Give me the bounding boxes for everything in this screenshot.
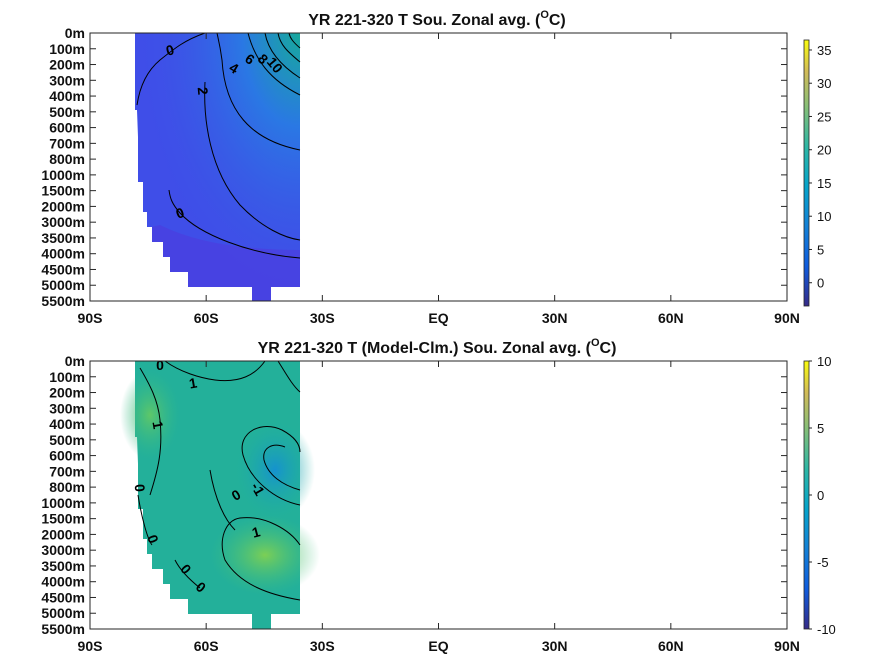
panel2-contours <box>137 360 301 601</box>
x-tick-label: 30N <box>542 310 568 326</box>
x-tick-label: 30N <box>542 638 568 654</box>
colorbar-tick-label: -5 <box>817 555 829 570</box>
x-tick-label: 60S <box>194 638 219 654</box>
panel1-colorbar: 35 30 25 20 15 10 5 0 <box>803 39 831 307</box>
panel2-contour-label: 0 <box>132 483 149 492</box>
panel2-contour-label: 1 <box>188 374 199 391</box>
y-tick-label: 700m <box>49 135 85 151</box>
colorbar-tick-label: 25 <box>817 109 831 124</box>
y-tick-label: 100m <box>49 41 85 57</box>
x-tick-label: 90N <box>774 310 800 326</box>
x-tick-label: 60N <box>658 310 684 326</box>
panel1-title: YR 221-320 T Sou. Zonal avg. (OC) <box>308 9 566 29</box>
panel1-contours <box>136 32 301 259</box>
y-tick-label: 4500m <box>41 261 85 277</box>
y-tick-label: 2000m <box>41 198 85 214</box>
y-tick-label: 0m <box>65 25 85 41</box>
y-tick-label: 3000m <box>41 542 85 558</box>
panel1-contour-label: 2 <box>195 86 212 95</box>
colorbar-tick-label: 0 <box>817 276 824 291</box>
x-tick-label: 60N <box>658 638 684 654</box>
colorbar-tick-label: 0 <box>817 488 824 503</box>
x-tick-label: 90N <box>774 638 800 654</box>
y-tick-label: 4500m <box>41 589 85 605</box>
x-tick-label: EQ <box>428 310 448 326</box>
y-tick-label: 5500m <box>41 621 85 637</box>
y-tick-label: 3500m <box>41 230 85 246</box>
colorbar-tick-label: -10 <box>817 622 836 637</box>
panel2-y-ticks: 0m100m200m300m400m500m600m700m800m1000m1… <box>41 353 787 637</box>
panel1-contour-label: 0 <box>164 41 176 59</box>
x-tick-label: 30S <box>310 310 335 326</box>
panel1-y-ticks: 0m100m200m300m400m500m600m700m800m1000m1… <box>41 25 787 309</box>
panel2-x-ticks: 90S 60S 30S EQ 30N 60N 90N <box>78 361 800 654</box>
x-tick-label: 90S <box>78 310 103 326</box>
y-tick-label: 800m <box>49 479 85 495</box>
colorbar-tick-label: 20 <box>817 143 831 158</box>
y-tick-label: 200m <box>49 57 85 73</box>
colorbar-tick-label: 35 <box>817 43 831 58</box>
y-tick-label: 500m <box>49 104 85 120</box>
y-tick-label: 600m <box>49 448 85 464</box>
y-tick-label: 5000m <box>41 277 85 293</box>
temperature-panel: YR 221-320 T Sou. Zonal avg. (OC) 0 10 8… <box>41 9 831 326</box>
panel2-contour-label: 0 <box>156 357 164 373</box>
anomaly-panel: YR 221-320 T (Model-Clm.) Sou. Zonal avg… <box>41 337 835 654</box>
y-tick-label: 100m <box>49 369 85 385</box>
y-tick-label: 400m <box>49 88 85 104</box>
y-tick-label: 1000m <box>41 495 85 511</box>
y-tick-label: 1500m <box>41 183 85 199</box>
y-tick-label: 400m <box>49 416 85 432</box>
panel2-colorbar: 10 5 0 -5 -10 <box>803 354 836 637</box>
y-tick-label: 3000m <box>41 214 85 230</box>
colorbar-tick-label: 10 <box>817 209 831 224</box>
panel2-contour-label: 1 <box>250 523 262 541</box>
y-tick-label: 800m <box>49 151 85 167</box>
panel1-colorbar-scale <box>803 39 810 307</box>
y-tick-label: 200m <box>49 385 85 401</box>
y-tick-label: 300m <box>49 72 85 88</box>
panel1-x-ticks: 90S 60S 30S EQ 30N 60N 90N <box>78 33 800 326</box>
y-tick-label: 5500m <box>41 293 85 309</box>
y-tick-label: 1500m <box>41 511 85 527</box>
panel2-contour-label: 1 <box>149 420 166 431</box>
colorbar-tick-label: 10 <box>817 354 831 369</box>
y-tick-label: 500m <box>49 432 85 448</box>
colorbar-tick-label: 5 <box>817 421 824 436</box>
y-tick-label: 2000m <box>41 526 85 542</box>
y-tick-label: 700m <box>49 463 85 479</box>
y-tick-label: 1000m <box>41 167 85 183</box>
panel1-contour-labels: 0 10 8 6 4 2 0 <box>164 41 286 222</box>
x-tick-label: 60S <box>194 310 219 326</box>
colorbar-tick-label: 30 <box>817 76 831 91</box>
x-tick-label: EQ <box>428 638 448 654</box>
y-tick-label: 4000m <box>41 246 85 262</box>
y-tick-label: 5000m <box>41 605 85 621</box>
panel2-colorbar-scale <box>803 360 810 630</box>
y-tick-label: 4000m <box>41 574 85 590</box>
colorbar-tick-label: 5 <box>817 242 824 257</box>
x-tick-label: 90S <box>78 638 103 654</box>
x-tick-label: 30S <box>310 638 335 654</box>
y-tick-label: 3500m <box>41 558 85 574</box>
colorbar-tick-label: 15 <box>817 176 831 191</box>
y-tick-label: 600m <box>49 120 85 136</box>
panel2-title: YR 221-320 T (Model-Clm.) Sou. Zonal avg… <box>258 337 617 357</box>
y-tick-label: 0m <box>65 353 85 369</box>
y-tick-label: 300m <box>49 400 85 416</box>
